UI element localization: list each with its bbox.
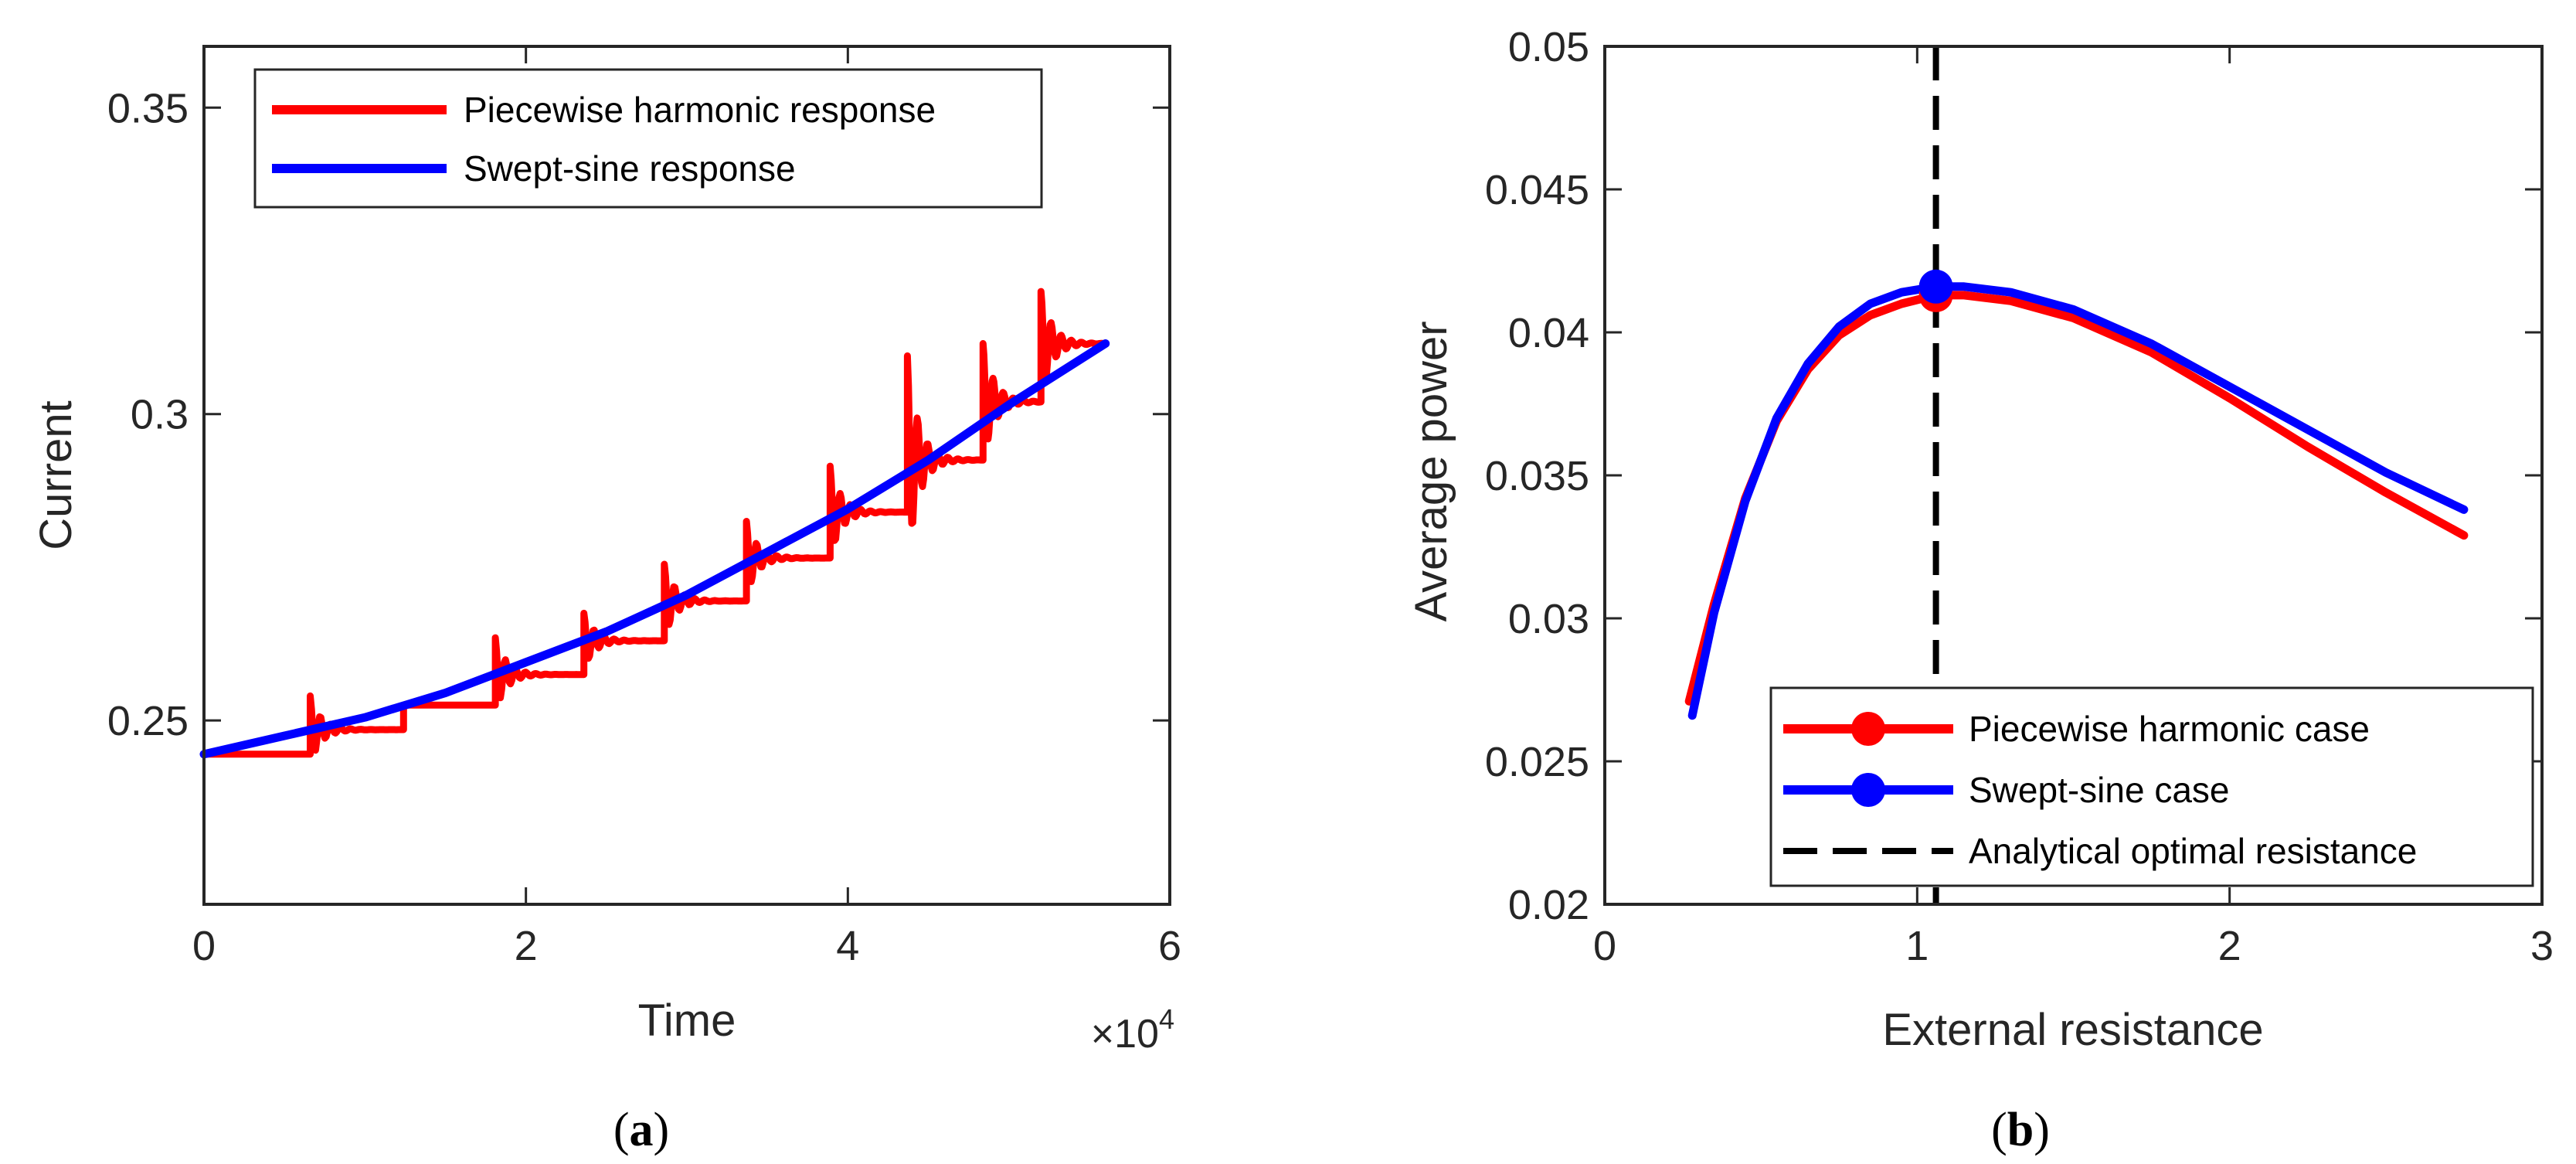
panel-b-ytick-label: 0.05 (1508, 24, 1589, 70)
panel-a-x-multiplier-exponent: 4 (1159, 1003, 1174, 1035)
panel-b-caption-open: ( (1991, 1104, 2007, 1156)
panel-a-legend-label-piecewise: Piecewise harmonic response (464, 90, 936, 130)
panel-b-legend: Piecewise harmonic case Swept-sine case … (1769, 686, 2534, 887)
panel-a-ytick-label: 0.25 (107, 698, 189, 744)
panel-b-xtick-label: 0 (1593, 923, 1616, 969)
panel-b-xlabel: External resistance (1882, 1005, 2263, 1055)
panel-a-ticks: 0 2 4 6 0.25 0.3 0.35 (107, 46, 1181, 969)
panel-a-legend-box (253, 68, 1043, 209)
panel-b-series-piecewise-line (1684, 291, 2469, 706)
panel-b-caption-close: ) (2034, 1104, 2050, 1156)
panel-b-ylabel: Average power (1406, 321, 1456, 621)
panel-a-xtick-label: 6 (1158, 923, 1181, 969)
panel-b-legend-label-piecewise: Piecewise harmonic case (1969, 709, 2370, 749)
panel-a-xtick-label: 2 (515, 923, 538, 969)
panel-a-axes-box (202, 45, 1171, 906)
panel-b-xtick-label: 2 (2218, 923, 2241, 969)
panel-a-x-multiplier: ×104 (1091, 1003, 1174, 1057)
panel-a-series-piecewise-line (202, 288, 1108, 758)
panel-b-ytick-label: 0.04 (1508, 310, 1589, 356)
panel-a-legend-label-swept: Swept-sine response (464, 148, 796, 189)
panel-b-legend-label-swept: Swept-sine case (1969, 770, 2230, 810)
panel-a-plot-data (199, 288, 1110, 759)
panel-a-ytick-label: 0.3 (131, 392, 189, 438)
panel-a-x-multiplier-base: ×10 (1091, 1012, 1159, 1057)
panel-b-ytick-label: 0.045 (1485, 167, 1589, 213)
panel-a-caption: (a) (613, 1104, 669, 1156)
panel-b-ytick-label: 0.025 (1485, 739, 1589, 785)
panel-a-caption-close: ) (654, 1104, 670, 1156)
panel-b-ytick-label: 0.02 (1508, 882, 1589, 928)
panel-b-legend-marker-piecewise (1851, 712, 1885, 746)
panel-a-series-swept-line (199, 339, 1110, 759)
panel-b-caption-letter: b (2007, 1104, 2034, 1156)
panel-b-xtick-label: 3 (2530, 923, 2554, 969)
panel-b-series-swept-line (1687, 282, 2469, 720)
panel-a-xtick-label: 0 (192, 923, 216, 969)
panel-b-ytick-label: 0.035 (1485, 453, 1589, 499)
panel-a-legend: Piecewise harmonic response Swept-sine r… (253, 68, 1043, 209)
panel-b-caption: (b) (1991, 1104, 2050, 1156)
panel-a-current-vs-time: 0 2 4 60.250.30.35 Time Current ×104 Piecew… (31, 45, 1181, 1156)
panel-b-power-vs-resistance: 0 1 2 3 0.02 0.025 0.03 0.035 0.04 0.045 0.05 Exte… (1406, 24, 2554, 1156)
panel-b-legend-marker-swept (1851, 773, 1885, 807)
panel-a-caption-open: ( (613, 1104, 630, 1156)
panel-a-caption-letter: a (630, 1104, 654, 1156)
panel-b-ytick-label: 0.03 (1508, 596, 1589, 642)
panel-a-xlabel: Time (638, 996, 736, 1046)
panel-b-series-swept-marker (1918, 269, 1953, 304)
panel-a-ytick-label: 0.35 (107, 85, 189, 131)
panel-a-xtick-label: 4 (836, 923, 859, 969)
panel-b-legend-label-analytical: Analytical optimal resistance (1969, 831, 2417, 871)
panel-a-ylabel: Current (31, 400, 81, 550)
panel-b-ticks: 0 1 2 3 0.02 0.025 0.03 0.035 0.04 0.045 0.05 (1485, 24, 2554, 969)
panel-b-xtick-label: 1 (1905, 923, 1929, 969)
